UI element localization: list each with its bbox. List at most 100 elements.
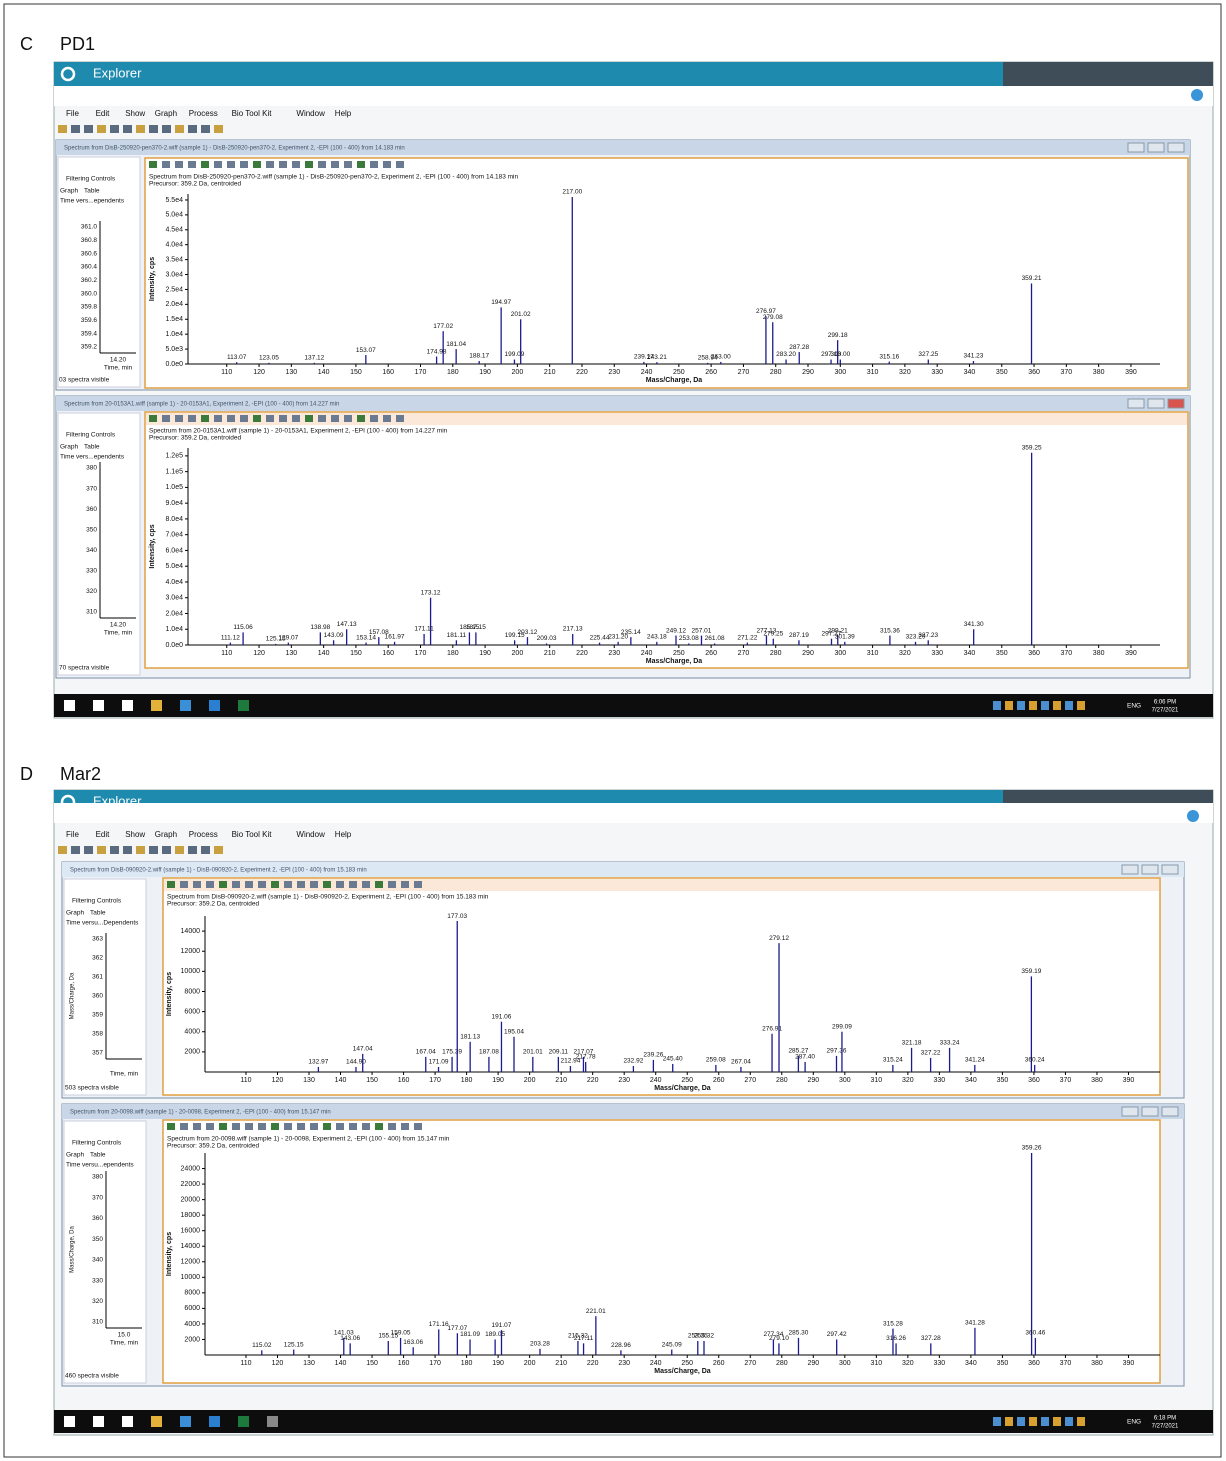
tray-icon xyxy=(1041,701,1049,710)
y-tick-label: 2.0e4 xyxy=(165,610,183,617)
side-tab: Table xyxy=(84,188,100,195)
x-tick-label: 270 xyxy=(744,1360,756,1367)
x-tick-label: 220 xyxy=(587,1077,599,1084)
peak-label: 287.19 xyxy=(789,632,809,639)
peak-label: 194.97 xyxy=(491,299,511,306)
taskbar-icon xyxy=(180,700,191,711)
peak-label: 153.07 xyxy=(356,347,376,354)
peak-label: 191.07 xyxy=(492,1322,512,1329)
x-tick-label: 190 xyxy=(492,1360,504,1367)
precursor-line: Precursor: 359.2 Da, centroided xyxy=(149,435,242,442)
x-tick-label: 390 xyxy=(1123,1077,1135,1084)
chart-tool-icon xyxy=(227,415,235,422)
taskbar-icon xyxy=(122,700,133,711)
peak-label: 171.16 xyxy=(429,1321,449,1328)
side-tick-label: 359.8 xyxy=(81,304,98,311)
y-axis-label: Intensity, cps xyxy=(166,972,173,1016)
peak-label: 316.26 xyxy=(886,1335,906,1342)
x-tick-label: 120 xyxy=(272,1077,284,1084)
peak-label: 285.30 xyxy=(789,1330,809,1337)
x-tick-label: 310 xyxy=(867,650,879,657)
peak-label: 359.19 xyxy=(1021,968,1041,975)
x-tick-label: 130 xyxy=(285,650,297,657)
chart-tool-icon xyxy=(214,161,222,168)
x-tick-label: 190 xyxy=(492,1077,504,1084)
peak-label: 315.28 xyxy=(883,1320,903,1327)
tray-icon xyxy=(1053,701,1061,710)
x-tick-label: 110 xyxy=(240,1077,251,1084)
peak-label: 123.05 xyxy=(259,355,279,362)
toolbar-icon xyxy=(175,846,184,854)
peak-label: 143.06 xyxy=(340,1335,360,1342)
x-tick-label: 140 xyxy=(335,1077,347,1084)
tray-icon xyxy=(1029,701,1037,710)
peak-label: 299.09 xyxy=(832,1023,852,1030)
spectra-count: 03 spectra visible xyxy=(59,377,110,384)
precursor-line: Precursor: 359.2 Da, centroided xyxy=(167,901,260,908)
menu-item: Edit xyxy=(96,109,111,118)
y-tick-label: 10000 xyxy=(181,1274,201,1281)
peak-label: 181.13 xyxy=(460,1034,480,1041)
x-tick-label: 230 xyxy=(618,1077,630,1084)
x-tick-label: 210 xyxy=(544,650,556,657)
x-tick-label: 390 xyxy=(1125,650,1137,657)
chart-tool-icon xyxy=(193,1123,201,1130)
chart-tool-icon xyxy=(167,1123,175,1130)
side-tick-label: 357 xyxy=(92,1050,103,1057)
peak-label: 341.28 xyxy=(965,1320,985,1327)
filter-label: Filtering Controls xyxy=(66,432,116,439)
spectrum-window-title: Spectrum from DisB-090920-2.wiff (sample… xyxy=(70,868,367,874)
x-tick-label: 350 xyxy=(997,1077,1009,1084)
toolbar-icon xyxy=(84,846,93,854)
y-tick-label: 4000 xyxy=(184,1321,200,1328)
toolbar-icon xyxy=(188,125,197,133)
chart-tool-icon xyxy=(245,1123,253,1130)
chart-tool-icon xyxy=(362,881,370,888)
menu-item: Show xyxy=(125,830,145,839)
peak-label: 315.16 xyxy=(879,353,899,360)
x-axis-label: Mass/Charge, Da xyxy=(654,1085,711,1092)
chart-tool-icon xyxy=(206,1123,214,1130)
x-axis-label: Mass/Charge, Da xyxy=(654,1368,711,1375)
chart-tool-icon xyxy=(331,415,339,422)
side-tick-label: 358 xyxy=(92,1031,103,1038)
x-tick-label: 110 xyxy=(221,650,232,657)
chart-toolbar xyxy=(146,413,1187,425)
tray-icon xyxy=(1053,1417,1061,1426)
chart-tool-icon xyxy=(336,1123,344,1130)
chart-tool-icon xyxy=(305,415,313,422)
side-tab: Table xyxy=(90,910,106,917)
chart-tool-icon xyxy=(375,1123,383,1130)
peak-label: 360.24 xyxy=(1025,1057,1045,1064)
toolbar-icon xyxy=(97,846,106,854)
peak-label: 232.92 xyxy=(623,1058,643,1065)
x-tick-label: 230 xyxy=(608,369,620,376)
y-tick-label: 2000 xyxy=(184,1049,200,1056)
peak-label: 115.02 xyxy=(252,1342,272,1349)
peak-label: 203.28 xyxy=(530,1341,550,1348)
peak-label: 327.25 xyxy=(918,351,938,358)
toolbar-icon xyxy=(149,125,158,133)
tray-icon xyxy=(1041,1417,1049,1426)
chart-tool-icon xyxy=(266,161,274,168)
y-tick-label: 5.0e3 xyxy=(165,346,183,353)
chart-tool-icon xyxy=(336,881,344,888)
side-tick-label: 361 xyxy=(92,974,103,981)
peak-label: 217.78 xyxy=(576,1054,596,1061)
side-tick-label: 359.2 xyxy=(81,344,98,351)
x-tick-label: 360 xyxy=(1028,1360,1040,1367)
chart-tool-icon xyxy=(214,415,222,422)
precursor-line: Precursor: 359.2 Da, centroided xyxy=(149,181,242,188)
chart-tool-icon xyxy=(357,161,365,168)
chart-tool-icon xyxy=(375,881,383,888)
x-tick-label: 260 xyxy=(705,369,717,376)
side-time-label: Time, min xyxy=(110,1071,139,1078)
x-tick-label: 260 xyxy=(705,650,717,657)
y-tick-label: 7.0e4 xyxy=(165,532,183,539)
x-tick-label: 340 xyxy=(964,650,976,657)
peak-label: 181.11 xyxy=(447,632,467,639)
peak-label: 315.36 xyxy=(880,627,900,634)
y-tick-label: 1.1e5 xyxy=(165,468,183,475)
side-tick-label: 340 xyxy=(92,1257,103,1264)
chart-tool-icon xyxy=(180,881,188,888)
